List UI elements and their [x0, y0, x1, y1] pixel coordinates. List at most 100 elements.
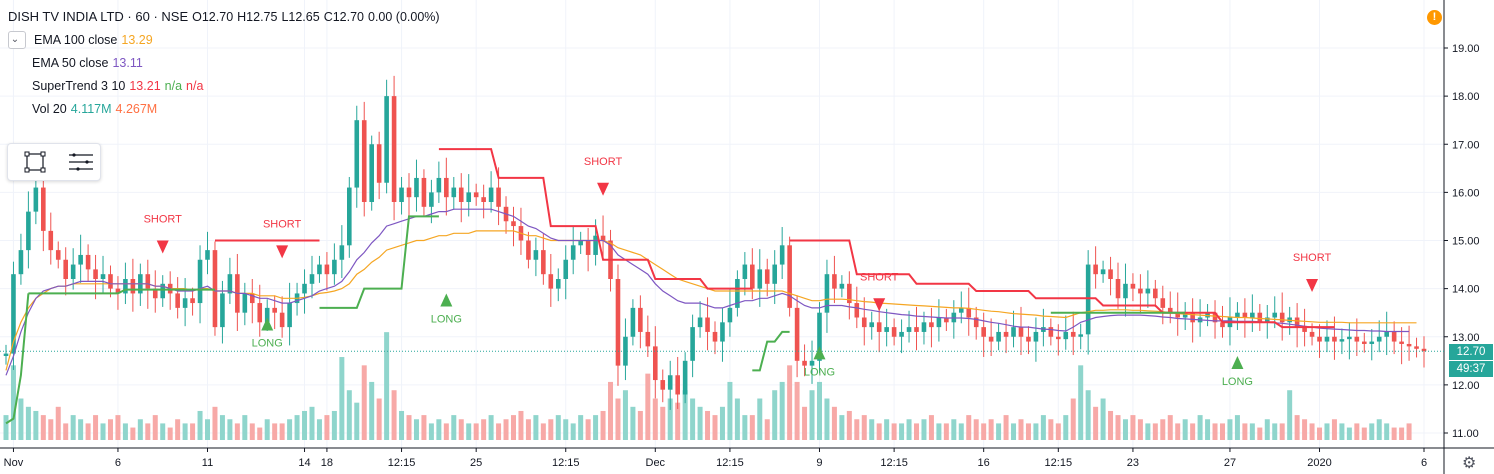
volume-bar	[1085, 390, 1091, 440]
volume-bar	[339, 357, 345, 440]
candle-body	[391, 96, 397, 202]
candle-body	[794, 307, 800, 361]
supertrend-line	[28, 288, 215, 295]
y-tick-label: 19.00	[1452, 43, 1480, 55]
candle-body	[675, 375, 680, 395]
candle-body	[690, 327, 695, 361]
volume-bar	[563, 419, 569, 440]
volume-bar	[458, 419, 464, 440]
candle-body	[339, 245, 345, 260]
volume-bar	[18, 398, 24, 440]
candle-body	[906, 327, 912, 332]
candle-body	[317, 264, 322, 275]
high-label: H	[237, 9, 247, 24]
volume-bar	[93, 415, 99, 440]
candle-body	[1384, 331, 1389, 337]
gear-icon[interactable]: ⚙	[1462, 455, 1477, 472]
candle-body	[324, 264, 330, 275]
volume-bar	[600, 410, 606, 440]
low-value: 12.65	[288, 9, 320, 24]
candle-body	[682, 360, 688, 395]
volume-bar	[234, 423, 240, 440]
volume-bar	[1108, 410, 1114, 440]
volume-bar	[667, 398, 673, 440]
volume-bar	[137, 419, 143, 440]
volume-bar	[966, 415, 972, 440]
candle-body	[309, 274, 315, 284]
candle-body	[712, 331, 718, 342]
x-tick-label: 6	[1421, 457, 1427, 469]
candle-body	[264, 307, 270, 323]
volume-bar	[10, 365, 16, 440]
volume-bar	[510, 415, 516, 440]
ema100-name: EMA 100 close	[34, 32, 118, 47]
volume-bar	[831, 406, 837, 440]
candle-body	[548, 274, 554, 289]
x-tick-label: 12:15	[388, 457, 416, 469]
volume-bar	[630, 406, 636, 440]
ema100-row[interactable]: ⌄ EMA 100 close 13.29	[8, 28, 444, 51]
candle-body	[772, 264, 778, 284]
candle-body	[958, 307, 964, 313]
exclamation-icon[interactable]: !	[1427, 10, 1442, 25]
candle-body	[1361, 341, 1367, 344]
x-tick-label: 2020	[1307, 457, 1331, 469]
candle-body	[914, 327, 919, 332]
candle-body	[533, 250, 539, 260]
candle-body	[347, 187, 352, 246]
volume-bar	[518, 410, 524, 440]
volume-bar	[794, 381, 800, 440]
volume-bar	[361, 365, 367, 440]
candle-body	[667, 375, 673, 390]
volume-bar	[1070, 398, 1076, 440]
candle-body	[1272, 312, 1278, 318]
volume-bar	[951, 419, 957, 440]
rectangle-select-button[interactable]	[16, 147, 54, 177]
volume-row[interactable]: Vol 20 4.117M 4.267M	[8, 97, 444, 120]
candle-body	[1115, 279, 1121, 299]
supertrend-line	[438, 148, 753, 290]
volume-bar	[316, 419, 322, 440]
candle-body	[944, 317, 949, 323]
volume-bar	[436, 419, 442, 440]
collapse-legend-button[interactable]: ⌄	[8, 30, 26, 49]
lines-menu-button[interactable]	[62, 147, 100, 177]
volume-bar	[846, 410, 852, 440]
x-tick-label: 25	[470, 457, 482, 469]
volume-bar	[608, 381, 614, 440]
candle-body	[1018, 327, 1024, 337]
candle-body	[376, 144, 382, 183]
supertrend-row[interactable]: SuperTrend 3 10 13.21 n/a n/a	[8, 74, 444, 97]
short-signal-label: SHORT	[1293, 252, 1332, 264]
candle-body	[108, 274, 113, 289]
volume-bar	[190, 423, 196, 440]
volume-bar	[1317, 427, 1323, 440]
volume-bar	[346, 390, 352, 440]
volume-bar	[1287, 390, 1293, 440]
candle-body	[160, 283, 166, 299]
volume-bar	[764, 419, 770, 440]
ema50-row[interactable]: EMA 50 close 13.11	[8, 51, 444, 74]
volume-bar	[227, 419, 233, 440]
x-tick-label: 12:15	[1045, 457, 1073, 469]
candle-body	[1399, 341, 1404, 344]
candle-body	[555, 279, 561, 289]
volume-bar	[772, 390, 778, 440]
long-signal-label: LONG	[804, 366, 835, 378]
candle-body	[1324, 336, 1330, 342]
volume-bar	[1384, 423, 1390, 440]
open-label: O	[192, 9, 202, 24]
candle-body	[1190, 312, 1195, 323]
candle-body	[421, 177, 427, 207]
volume-bar	[719, 406, 725, 440]
volume-bar	[70, 415, 76, 440]
symbol-title[interactable]: DISH TV INDIA LTD · 60 · NSE	[8, 8, 189, 24]
candle-body	[123, 279, 128, 294]
volume-bar	[749, 415, 755, 440]
candle-body	[1264, 317, 1270, 323]
volume-bar	[705, 410, 711, 440]
volume-bar	[481, 419, 487, 440]
candle-body	[623, 336, 628, 366]
candle-body	[847, 283, 852, 304]
